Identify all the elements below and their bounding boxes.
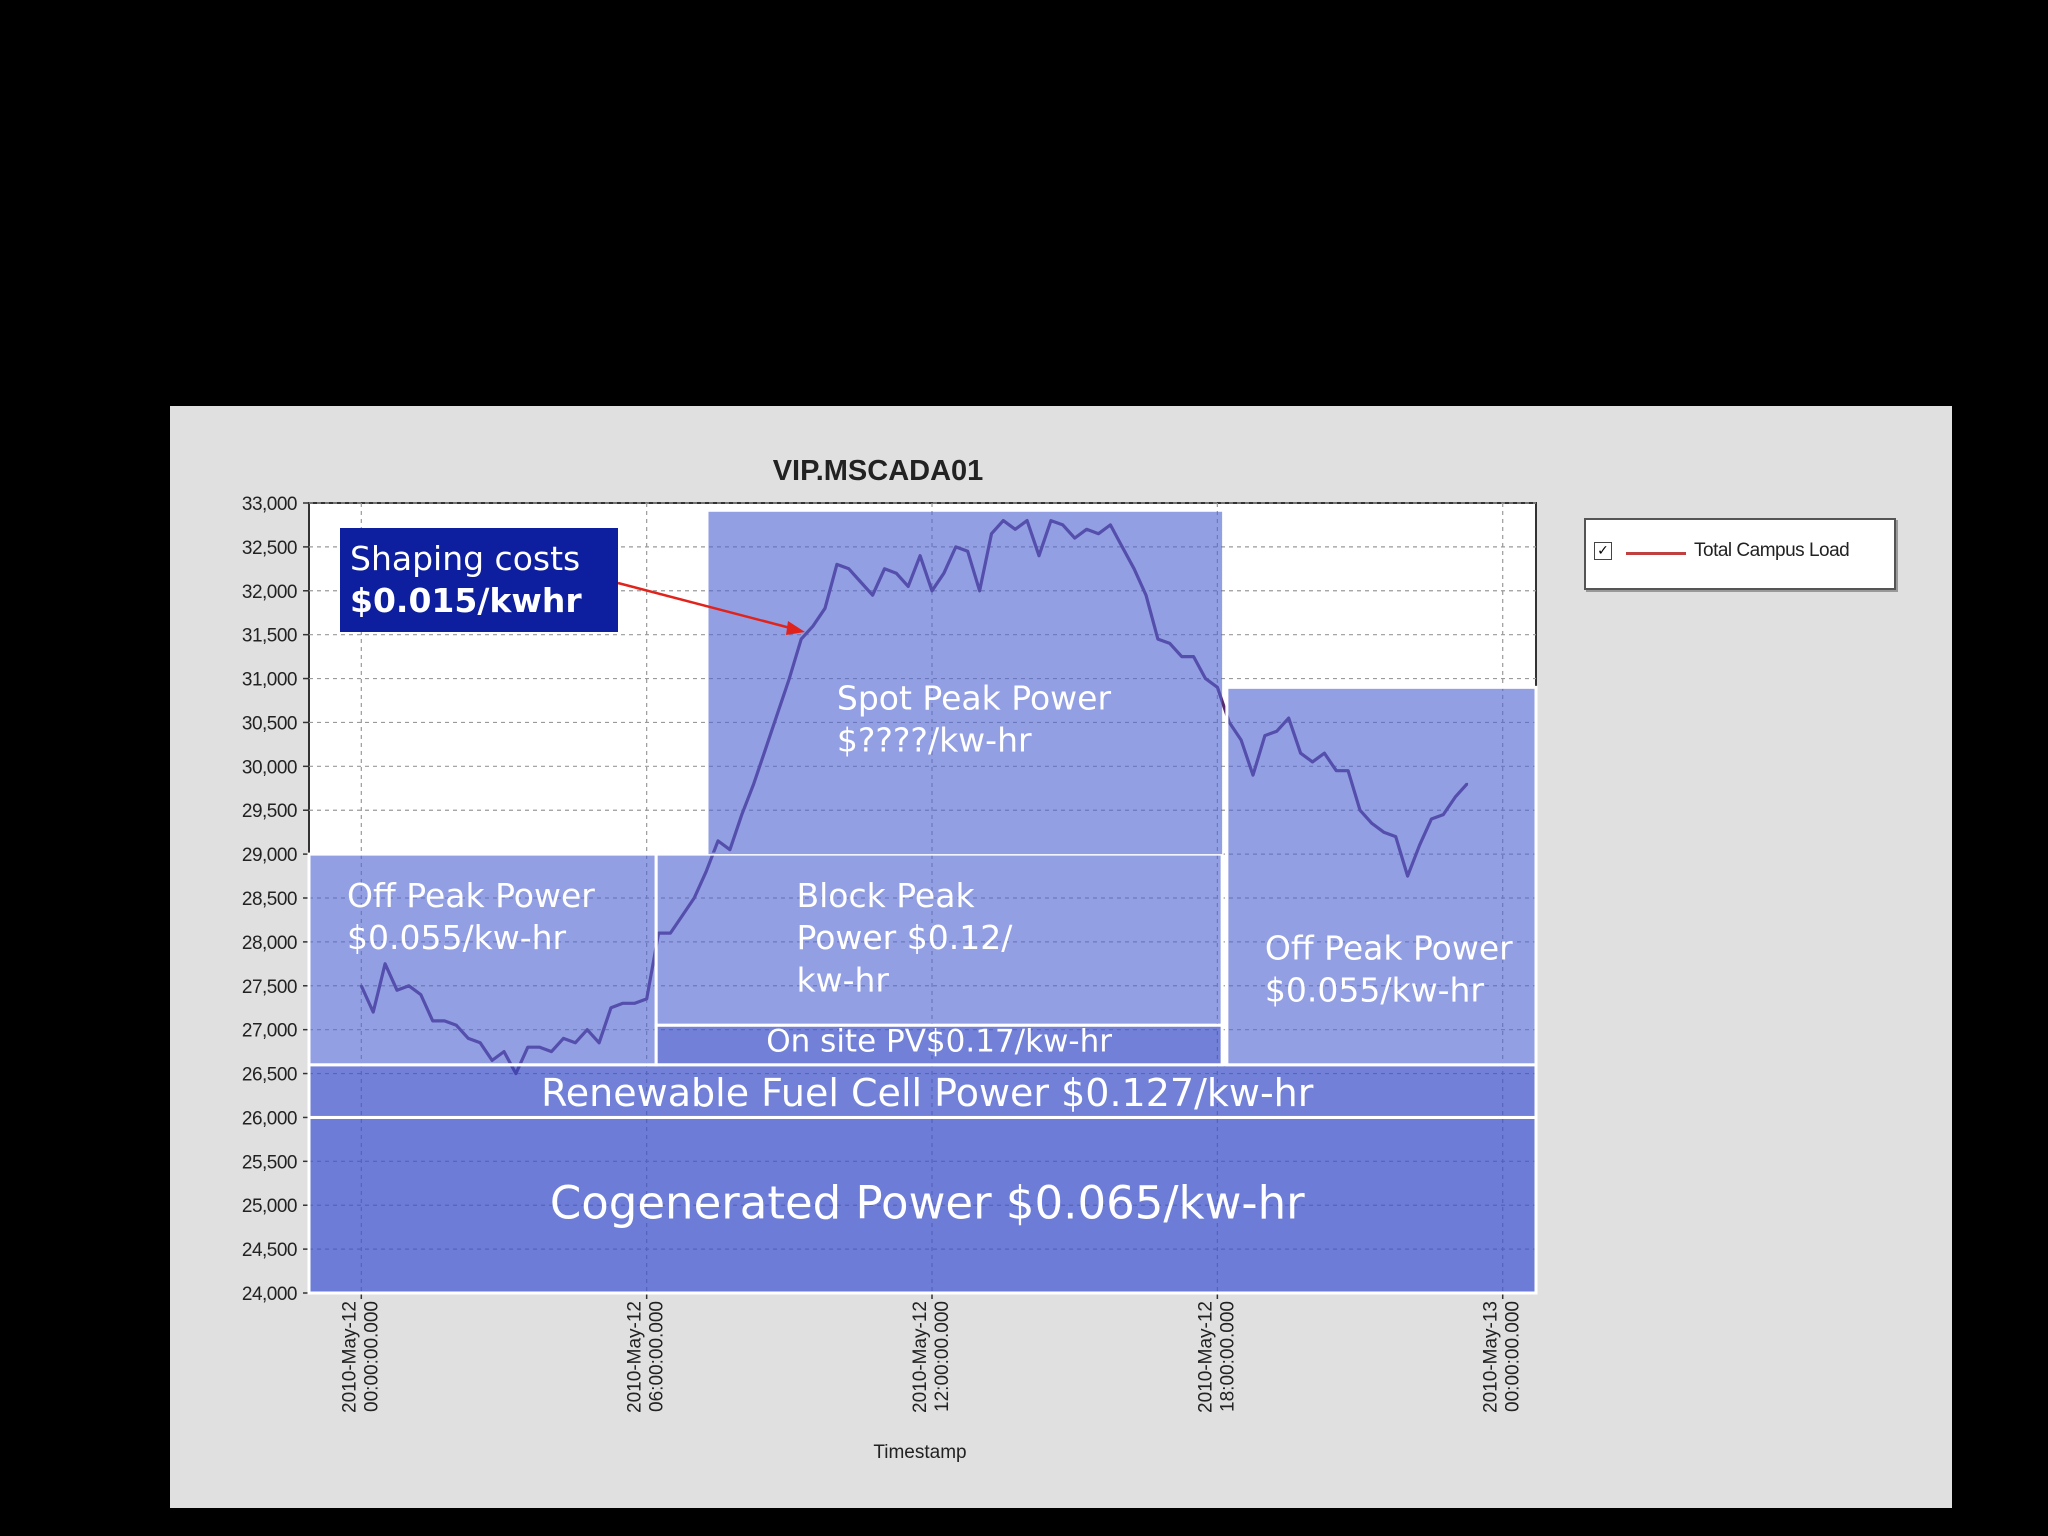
x-axis-title: Timestamp (873, 1442, 966, 1463)
fuel-cell-label: Renewable Fuel Cell Power $0.127/kw-hr (541, 1071, 1314, 1115)
cogen-label-line: Cogenerated Power $0.065/kw-hr (550, 1176, 1305, 1229)
shaping-cost-value: $0.015/kwhr (350, 581, 582, 620)
onsite-pv-label: On site PV$0.17/kw-hr (766, 1024, 1112, 1060)
cogen-label: Cogenerated Power $0.065/kw-hr (550, 1176, 1305, 1229)
x-tick-time: 00:00:00.000 (1503, 1301, 1524, 1412)
y-tick-label: 26,000 (242, 1108, 297, 1129)
x-tick-time: 18:00:00.000 (1217, 1301, 1238, 1412)
legend-swatch (1626, 552, 1686, 555)
y-tick-label: 26,500 (242, 1065, 297, 1086)
chart-title: VIP.MSCADA01 (773, 455, 984, 487)
cost-overlays: Spot Peak Power $????/kw-hr Off Peak Power… (307, 511, 1538, 1295)
y-tick-label: 24,500 (242, 1240, 297, 1261)
y-tick-label: 30,000 (242, 757, 297, 778)
y-tick-label: 32,000 (242, 582, 297, 603)
fuel-cell-label-line: Renewable Fuel Cell Power $0.127/kw-hr (541, 1071, 1314, 1115)
y-tick-label: 31,500 (242, 626, 297, 647)
x-tick-date: 2010-May-12 (625, 1301, 646, 1413)
y-axis-ticks: 33,000 32,500 32,000 31,500 31,000 30,500 30,0… (242, 494, 309, 1305)
x-tick-time: 06:00:00.000 (647, 1301, 668, 1412)
spot-peak-label-line: Spot Peak Power (837, 678, 1112, 717)
y-tick-label: 27,500 (242, 977, 297, 998)
shaping-cost-title: Shaping costs (350, 539, 581, 578)
x-tick-label: 2010-May-12 00:00:00.000 (339, 1301, 382, 1413)
block-peak-label-line: Block Peak (796, 876, 975, 915)
x-tick-label: 2010-May-12 06:00:00.000 (625, 1301, 668, 1413)
off-peak-left-label-line: $0.055/kw-hr (347, 918, 567, 957)
x-tick-date: 2010-May-12 (339, 1301, 360, 1413)
y-tick-label: 33,000 (242, 494, 297, 515)
y-tick-label: 32,500 (242, 538, 297, 559)
block-peak-label: Block Peak Power $0.12/kw-hr (796, 876, 1013, 999)
y-tick-label: 24,000 (242, 1284, 297, 1305)
off-peak-left-label: Off Peak Power $0.055/kw-hr (347, 876, 595, 957)
off-peak-left-band (307, 852, 658, 1067)
x-tick-date: 2010-May-12 (910, 1301, 931, 1413)
x-tick-date: 2010-May-13 (1481, 1301, 1502, 1413)
fuel-cell-band (307, 1063, 1538, 1119)
legend-label: Total Campus Load (1694, 540, 1850, 561)
y-tick-label: 28,000 (242, 933, 297, 954)
legend: ✓ Total Campus Load (1584, 518, 1896, 590)
onsite-pv-label-line: On site PV$0.17/kw-hr (766, 1024, 1112, 1060)
y-tick-label: 28,500 (242, 889, 297, 910)
y-tick-label: 30,500 (242, 713, 297, 734)
x-tick-date: 2010-May-12 (1195, 1301, 1216, 1413)
x-axis-ticks: 2010-May-12 00:00:00.000 2010-May-12 06:00:… (339, 1293, 1524, 1413)
block-peak-label-line: Power $0.12/ (796, 918, 1013, 957)
x-tick-label: 2010-May-12 18:00:00.000 (1195, 1301, 1238, 1413)
y-tick-label: 27,000 (242, 1021, 297, 1042)
y-tick-label: 31,000 (242, 670, 297, 691)
off-peak-right-band (1225, 685, 1538, 1067)
cogen-band (307, 1115, 1538, 1295)
spot-peak-band (708, 511, 1223, 855)
y-tick-label: 25,000 (242, 1196, 297, 1217)
x-tick-time: 12:00:00.000 (932, 1301, 953, 1412)
y-tick-label: 29,500 (242, 801, 297, 822)
block-peak-label-line: kw-hr (796, 960, 889, 999)
spot-peak-label: Spot Peak Power $????/kw-hr (837, 678, 1112, 759)
legend-checkbox[interactable]: ✓ (1594, 542, 1612, 560)
shaping-cost-callout: Shaping costs $0.015/kwhr (340, 528, 618, 632)
x-tick-label: 2010-May-12 12:00:00.000 (910, 1301, 953, 1413)
callout-arrowhead (786, 621, 805, 635)
onsite-pv-band (654, 1023, 1224, 1067)
off-peak-right-label: Off Peak Power $0.055/kw-hr (1265, 928, 1513, 1009)
off-peak-right-label-line: Off Peak Power (1265, 928, 1513, 967)
y-tick-label: 25,500 (242, 1152, 297, 1173)
x-tick-label: 2010-May-13 00:00:00.000 (1481, 1301, 1524, 1413)
x-tick-time: 00:00:00.000 (361, 1301, 382, 1412)
block-peak-band (654, 852, 1224, 1027)
off-peak-left-label-line: Off Peak Power (347, 876, 595, 915)
y-tick-label: 29,000 (242, 845, 297, 866)
off-peak-right-label-line: $0.055/kw-hr (1265, 971, 1485, 1010)
callout-arrow (617, 581, 799, 632)
spot-peak-label-line: $????/kw-hr (837, 721, 1032, 760)
